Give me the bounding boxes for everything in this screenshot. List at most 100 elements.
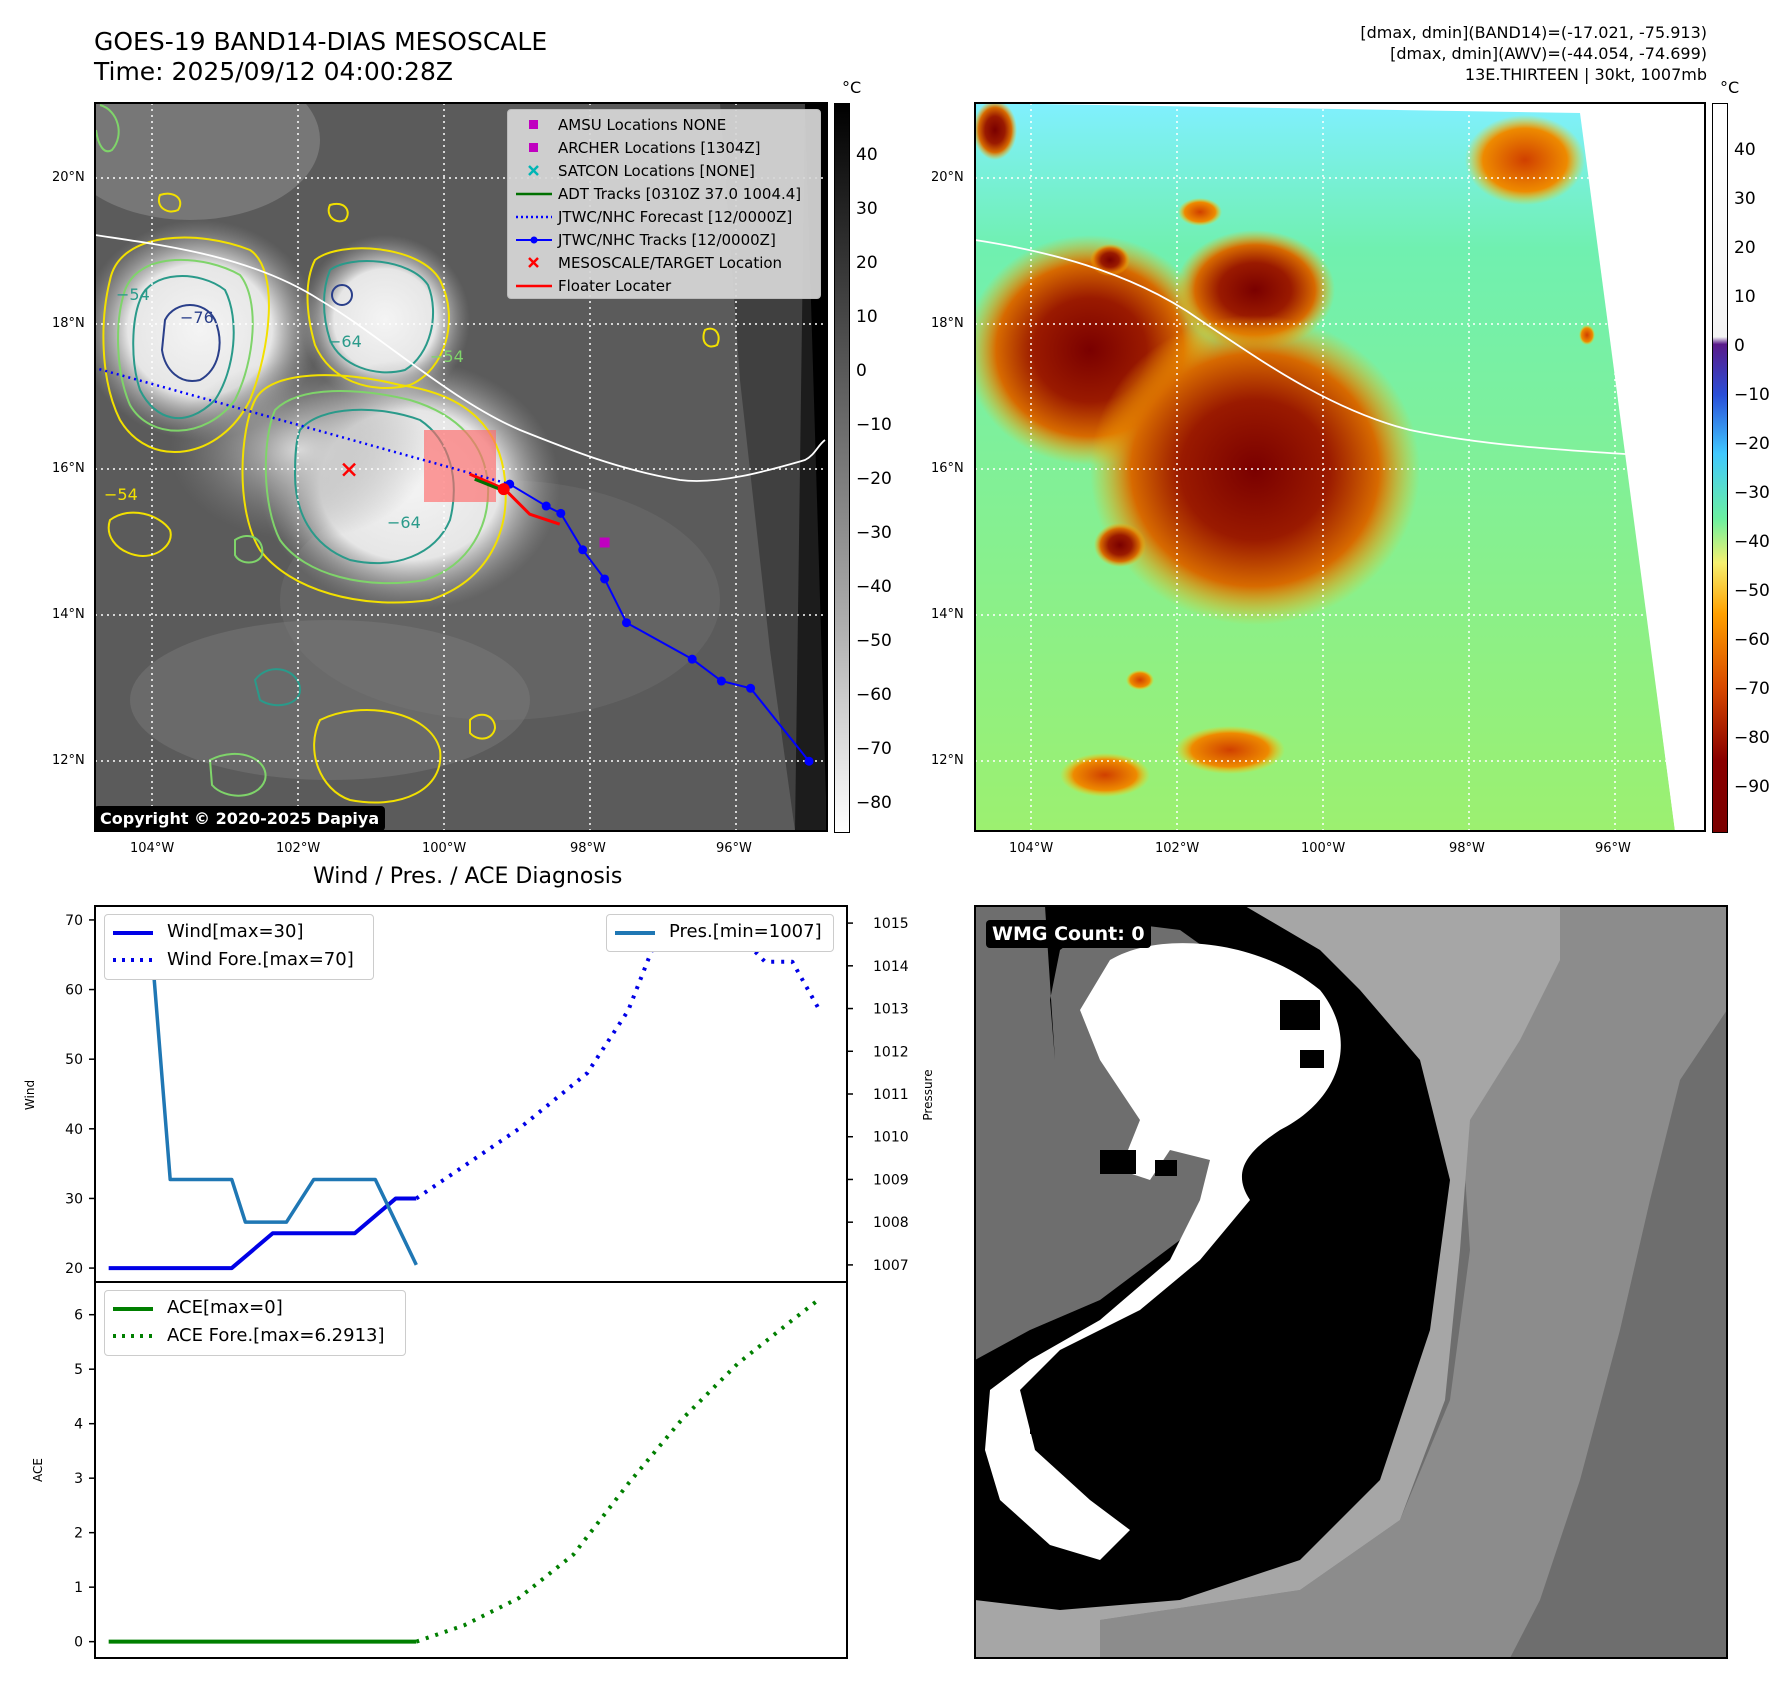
lat-label: 20°N [931,170,964,185]
legend-item: JTWC/NHC Forecast [12/0000Z] [508,206,818,228]
legend-item: JTWC/NHC Tracks [12/0000Z] [508,229,818,251]
y-right-tick-label: 1012 [873,1044,909,1060]
copyright-badge: Copyright © 2020-2025 Dapiya [94,806,386,831]
awv-map-panel [974,102,1706,832]
lon-label: 96°W [1595,841,1631,856]
figure-title-line2: Time: 2025/09/12 04:00:28Z [94,57,453,86]
colorbar-tick-label: −10 [856,415,892,435]
y-tick-label: 6 [74,1308,83,1324]
wind-legend: Wind[max=30] Wind Fore.[max=70] [104,914,374,980]
lat-label: 18°N [52,316,85,331]
series-line [108,921,418,1266]
colorbar-tick-label: 40 [856,145,878,165]
legend-label: ADT Tracks [0310Z 37.0 1004.4] [558,185,802,203]
lat-label: 18°N [931,316,964,331]
y-tick-label: 50 [65,1052,83,1068]
lat-label: 14°N [931,607,964,622]
legend-item: Floater Locater [508,275,818,297]
y-right-tick-label: 1007 [873,1258,909,1274]
contour-label: −54 [430,347,464,366]
ir-colorbar-unit: °C [842,78,862,97]
y-tick-label: 70 [65,913,83,929]
colorbar-tick-label: −10 [1734,385,1770,405]
lat-label: 12°N [931,753,964,768]
info-line3: 13E.THIRTEEN | 30kt, 1007mb [1464,65,1707,84]
wind-axis-label: Wind [23,1080,37,1110]
colorbar-tick-label: −90 [1734,777,1770,797]
lon-label: 104°W [1009,841,1054,856]
legend-label: AMSU Locations NONE [558,116,727,134]
colorbar-tick-label: −80 [1734,728,1770,748]
ir-legend: AMSU Locations NONE ARCHER Locations [130… [507,109,821,299]
awv-colorbar [1712,103,1728,833]
jtwc-track-point [804,756,814,766]
legend-marker [516,236,552,244]
colorbar-tick-label: 10 [1734,287,1756,307]
lat-label: 12°N [52,753,85,768]
colorbar-tick-label: −30 [1734,483,1770,503]
legend-item: MESOSCALE/TARGET Location [508,252,818,274]
lon-label: 100°W [1301,841,1346,856]
legend-item: SATCON Locations [NONE] [508,160,818,182]
y-tick-label: 60 [65,983,83,999]
jtwc-track-point [687,654,697,664]
colorbar-tick-label: −30 [856,523,892,543]
colorbar-tick-label: 10 [856,307,878,327]
legend-label: JTWC/NHC Tracks [12/0000Z] [558,231,776,249]
lon-label: 98°W [570,841,606,856]
y-tick-label: 20 [65,1261,83,1277]
colorbar-tick-label: 30 [1734,189,1756,209]
legend-marker [516,215,552,219]
floater-position [497,483,510,496]
jtwc-track-point [746,683,756,693]
y-right-tick-label: 1009 [873,1172,909,1188]
legend-label: JTWC/NHC Forecast [12/0000Z] [558,208,793,226]
colorbar-tick-label: −20 [1734,434,1770,454]
jtwc-track-line [509,483,810,762]
pressure-axis-label: Pressure [921,1069,935,1120]
info-line2: [dmax, dmin](AWV)=(-44.054, -74.699) [1390,44,1707,63]
legend-label: ARCHER Locations [1304Z] [558,139,761,157]
ace-legend-label: ACE[max=0] [167,1297,283,1318]
colorbar-tick-label: 20 [1734,238,1756,258]
y-right-tick-label: 1014 [873,959,909,975]
ir-colorbar [834,103,850,833]
contour-label: −64 [387,513,421,532]
legend-label: SATCON Locations [NONE] [558,162,755,180]
jtwc-track-point [716,676,726,686]
lon-label: 100°W [422,841,467,856]
lon-label: 104°W [130,841,175,856]
colorbar-tick-label: −80 [856,793,892,813]
jtwc-forecast-line [95,366,511,486]
colorbar-tick-label: −40 [856,577,892,597]
wmg-count-badge: WMG Count: 0 [986,920,1151,948]
y-tick-label: 5 [74,1362,83,1378]
legend-item: AMSU Locations NONE [508,114,818,136]
lat-label: 16°N [52,461,85,476]
adt-track-line [474,477,501,491]
jtwc-track-point [622,618,631,628]
colorbar-tick-label: −20 [856,469,892,489]
colorbar-tick-label: 30 [856,199,878,219]
legend-marker [529,143,538,152]
legend-marker [528,257,539,268]
lon-label: 96°W [716,841,752,856]
y-right-tick-label: 1011 [873,1087,909,1103]
y-right-tick-label: 1015 [873,916,909,932]
y-right-tick-label: 1008 [873,1215,909,1231]
legend-marker [516,284,552,288]
y-tick-label: 3 [74,1471,83,1487]
legend-label: MESOSCALE/TARGET Location [558,254,783,272]
floater-target-box [424,430,496,502]
y-tick-label: 30 [65,1191,83,1207]
series-line [415,1297,821,1644]
jtwc-track-point [578,545,588,555]
y-tick-label: 4 [74,1417,83,1433]
ace-legend: ACE[max=0] ACE Fore.[max=6.2913] [104,1290,406,1356]
colorbar-tick-label: −50 [1734,581,1770,601]
archer-location-marker [599,537,610,548]
colorbar-tick-label: −60 [1734,630,1770,650]
jtwc-track-point [541,501,551,511]
diagnosis-title: Wind / Pres. / ACE Diagnosis [313,864,623,889]
